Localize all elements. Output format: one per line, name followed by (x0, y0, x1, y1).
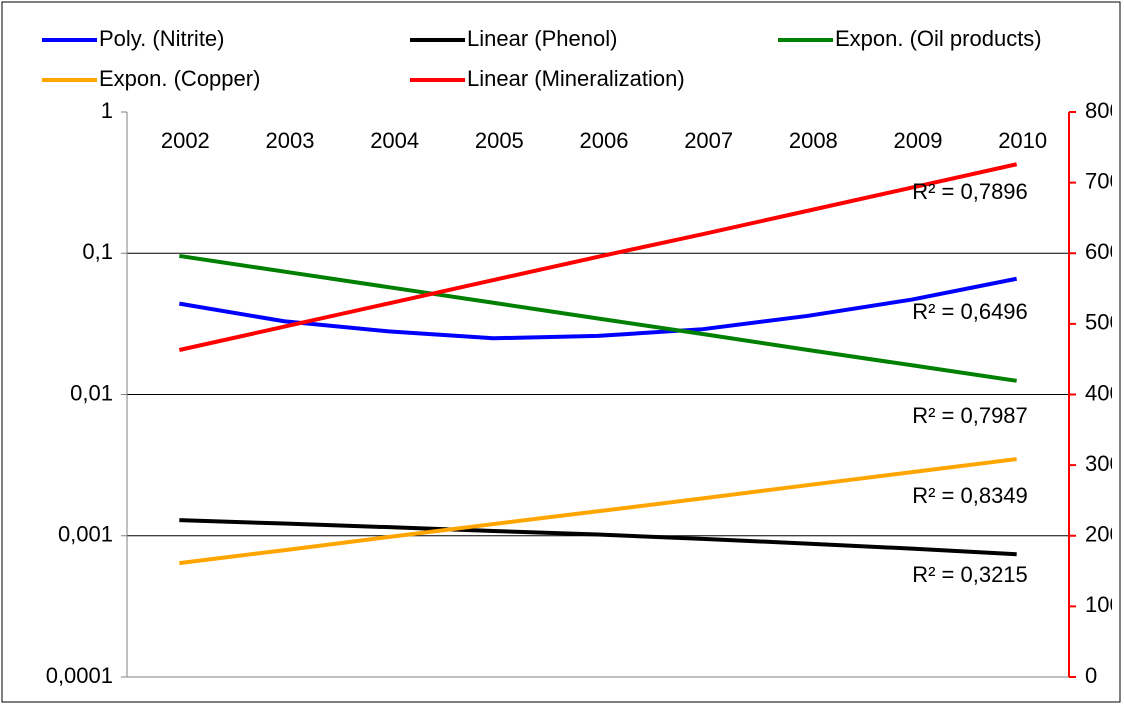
legend-label: Expon. (Copper) (99, 66, 260, 91)
r-squared-label: R² = 0,7896 (912, 179, 1028, 204)
y-tick-label: 0,0001 (46, 663, 113, 688)
y2-tick-label: 400 (1085, 380, 1122, 405)
r-squared-label: R² = 0,6496 (912, 299, 1028, 324)
x-tick-label: 2006 (580, 128, 629, 153)
x-tick-label: 2005 (475, 128, 524, 153)
series-line (179, 518, 1017, 557)
y-tick-label: 0,1 (82, 239, 113, 264)
x-tick-label: 2002 (161, 128, 210, 153)
y2-tick-label: 700 (1085, 168, 1122, 193)
y-tick-label: 0,001 (58, 522, 113, 547)
legend-label: Expon. (Oil products) (835, 26, 1042, 51)
r-squared-label: R² = 0,7987 (912, 403, 1028, 428)
legend-label: Poly. (Nitrite) (99, 26, 225, 51)
y2-tick-label: 300 (1085, 451, 1122, 476)
series-line (179, 253, 1017, 383)
y-tick-label: 0,01 (70, 380, 113, 405)
x-tick-label: 2007 (684, 128, 733, 153)
y2-tick-label: 800 (1085, 98, 1122, 123)
x-tick-label: 2003 (266, 128, 315, 153)
x-tick-label: 2004 (370, 128, 419, 153)
chart-body: 0,0001 0,001 0,01 0,1 1 0 100 200 300 400 500 600 70… (42, 26, 1122, 688)
y2-tick-label: 500 (1085, 310, 1122, 335)
legend-label: Linear (Phenol) (467, 26, 617, 51)
x-tick-label: 2010 (998, 128, 1047, 153)
x-tick-label: 2008 (789, 128, 838, 153)
legend-label: Linear (Mineralization) (467, 66, 685, 91)
x-tick-label: 2009 (894, 128, 943, 153)
y2-tick-label: 0 (1085, 663, 1097, 688)
y2-tick-label: 100 (1085, 592, 1122, 617)
series-line (179, 457, 1017, 566)
y2-tick-label: 600 (1085, 239, 1122, 264)
r-squared-label: R² = 0,8349 (912, 483, 1028, 508)
r-squared-label: R² = 0,3215 (912, 562, 1028, 587)
series-line (178, 162, 1018, 352)
series-line (179, 276, 1018, 341)
y-tick-label: 1 (101, 98, 113, 123)
y2-tick-label: 200 (1085, 522, 1122, 547)
